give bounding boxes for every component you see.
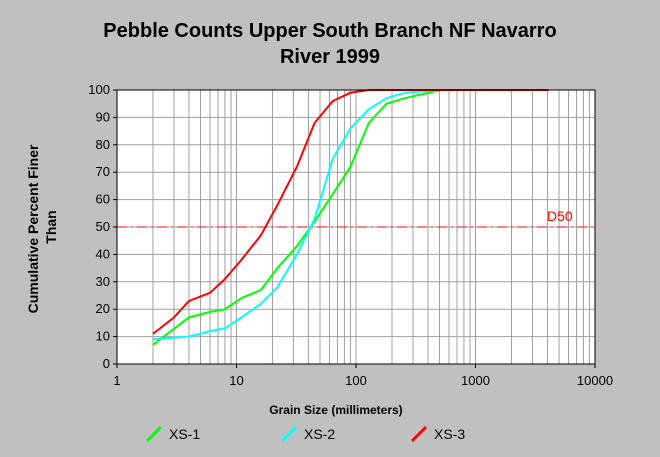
y-axis-label-line1: Cumulative Percent Finer (25, 144, 41, 313)
chart-title-line1: Pebble Counts Upper South Branch NF Nava… (103, 20, 557, 42)
legend-item-xs2: XS-2 (280, 422, 335, 446)
legend-label-xs3: XS-3 (434, 426, 466, 442)
y-axis-label: Cumulative Percent Finer Than (25, 141, 59, 314)
x-tick-label: 10 (229, 373, 243, 388)
legend-label-xs1: XS-1 (169, 426, 201, 442)
chart-title: Pebble Counts Upper South Branch NF Nava… (0, 18, 660, 70)
y-tick-label: 0 (103, 356, 110, 371)
chart-legend: XS-1 XS-2 XS-3 (0, 422, 660, 446)
y-tick-label: 50 (96, 219, 110, 234)
legend-swatch-xs1 (145, 425, 163, 443)
y-tick-label: 40 (96, 246, 110, 261)
y-tick-label: 30 (96, 274, 110, 289)
x-tick-label: 100 (345, 373, 367, 388)
y-tick-label: 20 (96, 301, 110, 316)
y-axis-label-line2: Than (43, 210, 59, 243)
legend-swatch-xs2 (280, 425, 298, 443)
y-tick-label: 90 (96, 109, 110, 124)
d50-label: D50 (547, 208, 573, 224)
y-tick-label: 60 (96, 192, 110, 207)
series-line-xs1 (152, 89, 549, 346)
legend-item-xs1: XS-1 (145, 422, 200, 446)
series-line-xs2 (152, 89, 549, 341)
y-tick-label: 10 (96, 329, 110, 344)
x-axis-label: Grain Size (millimeters) (269, 403, 402, 417)
legend-swatch-xs3 (410, 425, 428, 443)
y-tick-label: 100 (88, 82, 110, 97)
x-tick-label: 1000 (461, 373, 490, 388)
y-tick-label: 70 (96, 164, 110, 179)
legend-line-xs1 (145, 425, 163, 443)
legend-line-xs3 (410, 425, 428, 443)
x-tick-label: 1 (113, 373, 120, 388)
legend-line-xs2 (280, 425, 298, 443)
x-tick-label: 10000 (577, 373, 613, 388)
grid-layer (117, 90, 595, 364)
y-tick-label: 80 (96, 137, 110, 152)
legend-item-xs3: XS-3 (410, 422, 465, 446)
chart-title-line2: River 1999 (279, 46, 381, 68)
legend-label-xs2: XS-2 (304, 426, 336, 442)
